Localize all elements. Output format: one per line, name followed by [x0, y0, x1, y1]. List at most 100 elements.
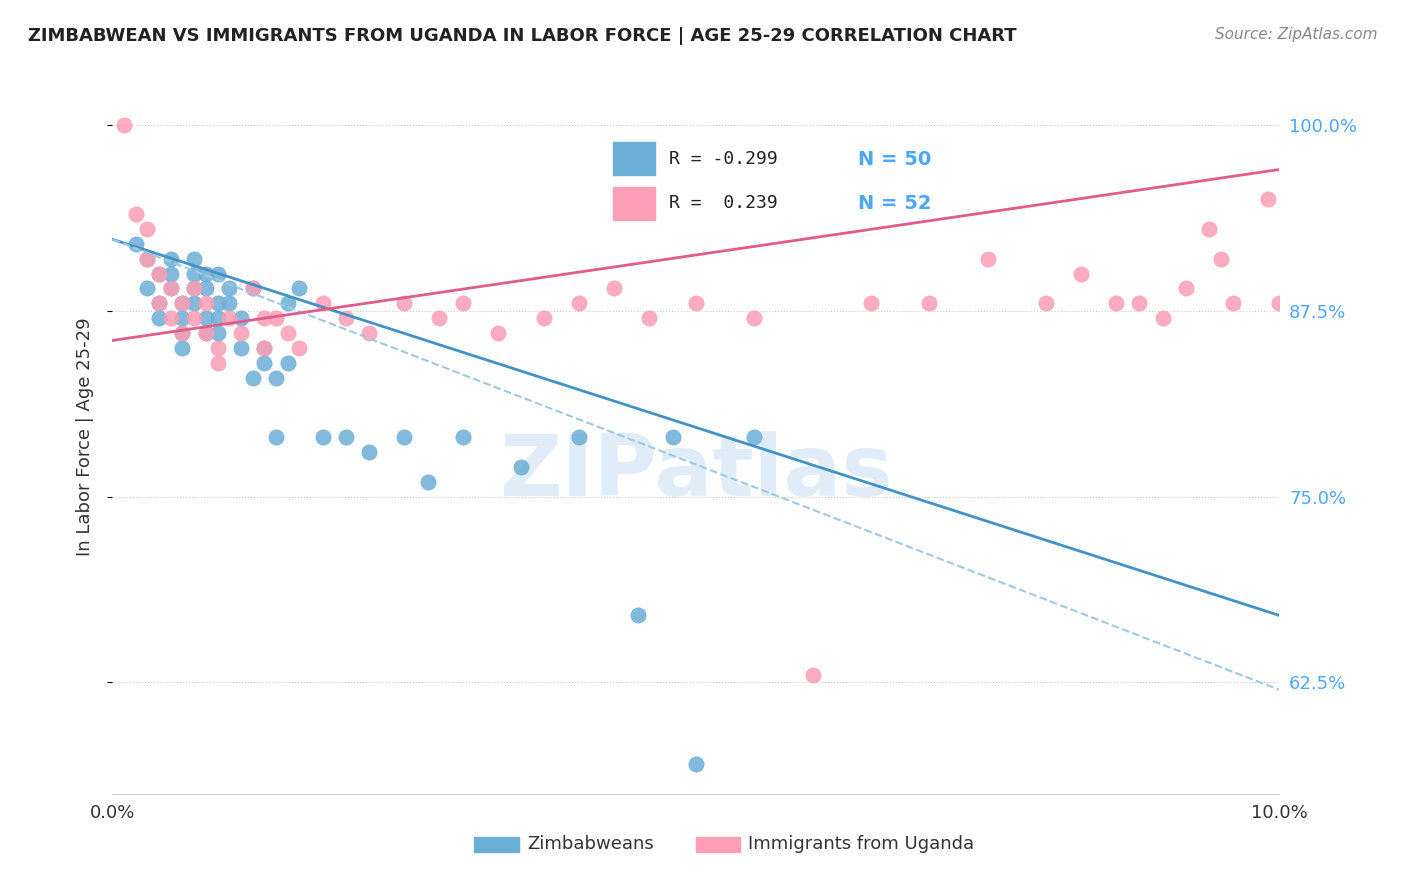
Point [638, 311, 661, 326]
Point [218, 311, 240, 326]
Point [160, 252, 183, 266]
Point [1035, 296, 1057, 310]
Point [172, 341, 194, 355]
Point [288, 281, 311, 295]
Point [394, 296, 416, 310]
Point [359, 445, 381, 459]
Point [183, 311, 205, 326]
Point [218, 281, 240, 295]
Point [207, 267, 229, 281]
Point [160, 267, 183, 281]
Point [1152, 311, 1174, 326]
Point [148, 311, 170, 326]
Point [416, 475, 439, 489]
Point [486, 326, 509, 340]
Point [311, 430, 333, 444]
Point [335, 430, 357, 444]
Point [276, 296, 298, 310]
Point [627, 608, 650, 623]
Point [264, 370, 287, 384]
Text: Zimbabweans: Zimbabweans [527, 835, 654, 853]
Point [229, 311, 252, 326]
Point [194, 267, 217, 281]
Point [194, 281, 217, 295]
Point [183, 267, 205, 281]
Point [194, 311, 217, 326]
Point [276, 326, 298, 340]
Point [207, 356, 229, 370]
Point [918, 296, 941, 310]
Point [242, 281, 264, 295]
Point [976, 252, 998, 266]
Text: Immigrants from Uganda: Immigrants from Uganda [748, 835, 974, 853]
Point [311, 296, 333, 310]
Point [148, 267, 170, 281]
Text: Source: ZipAtlas.com: Source: ZipAtlas.com [1215, 27, 1378, 42]
Point [1175, 281, 1198, 295]
Point [125, 236, 148, 251]
Point [172, 326, 194, 340]
Point [568, 296, 591, 310]
Point [148, 296, 170, 310]
Point [288, 341, 311, 355]
Point [1209, 252, 1232, 266]
Point [172, 311, 194, 326]
Point [264, 430, 287, 444]
Point [509, 459, 531, 474]
Point [172, 296, 194, 310]
Point [136, 281, 159, 295]
Point [207, 296, 229, 310]
Point [194, 326, 217, 340]
Point [742, 430, 765, 444]
Point [1257, 192, 1279, 206]
Point [1070, 267, 1092, 281]
Point [253, 311, 276, 326]
Point [451, 430, 474, 444]
Point [136, 252, 159, 266]
Point [685, 296, 707, 310]
Point [148, 267, 170, 281]
Point [160, 311, 183, 326]
Point [264, 311, 287, 326]
Point [451, 296, 474, 310]
Point [172, 296, 194, 310]
Point [1128, 296, 1150, 310]
Text: ZIMBABWEAN VS IMMIGRANTS FROM UGANDA IN LABOR FORCE | AGE 25-29 CORRELATION CHAR: ZIMBABWEAN VS IMMIGRANTS FROM UGANDA IN … [28, 27, 1017, 45]
Point [335, 311, 357, 326]
Point [661, 430, 683, 444]
Point [207, 341, 229, 355]
Point [160, 281, 183, 295]
Point [1222, 296, 1244, 310]
Point [860, 296, 883, 310]
Point [568, 430, 591, 444]
Point [242, 370, 264, 384]
Y-axis label: In Labor Force | Age 25-29: In Labor Force | Age 25-29 [76, 318, 94, 557]
Point [1268, 296, 1291, 310]
Point [183, 281, 205, 295]
Point [172, 326, 194, 340]
Point [276, 356, 298, 370]
Point [394, 430, 416, 444]
Point [183, 281, 205, 295]
Point [136, 222, 159, 236]
Point [603, 281, 626, 295]
Point [742, 311, 765, 326]
Point [229, 341, 252, 355]
Point [194, 326, 217, 340]
Point [427, 311, 450, 326]
Point [1105, 296, 1128, 310]
Point [207, 311, 229, 326]
Point [148, 296, 170, 310]
Point [136, 252, 159, 266]
Point [183, 252, 205, 266]
Point [1198, 222, 1220, 236]
Point [685, 757, 707, 772]
Point [242, 281, 264, 295]
Point [253, 356, 276, 370]
Point [194, 296, 217, 310]
FancyBboxPatch shape [696, 837, 741, 853]
Text: ZIPatlas: ZIPatlas [499, 431, 893, 515]
Point [253, 341, 276, 355]
FancyBboxPatch shape [474, 837, 519, 853]
Point [218, 296, 240, 310]
